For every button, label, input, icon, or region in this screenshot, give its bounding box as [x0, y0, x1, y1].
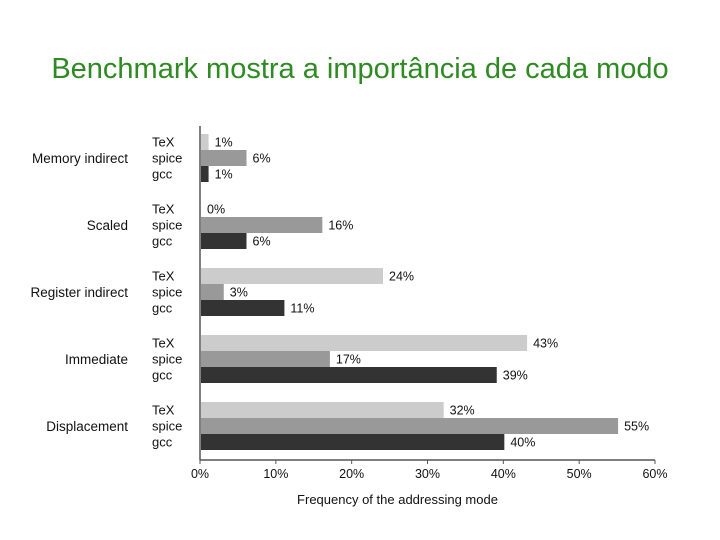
x-tick-label: 0%: [191, 467, 209, 481]
data-label-displacement-gcc: 40%: [510, 436, 535, 450]
series-label-gcc: gcc: [152, 234, 173, 249]
bar-scaled-spice: [201, 217, 323, 233]
series-label-gcc: gcc: [152, 368, 173, 383]
series-label-tex: TeX: [152, 135, 175, 150]
series-label-spice: spice: [152, 151, 182, 166]
data-label-memory-indirect-spice: 6%: [253, 152, 271, 166]
category-label-displacement: Displacement: [46, 419, 128, 434]
data-label-immediate-gcc: 39%: [503, 369, 528, 383]
bar-immediate-tex: [201, 335, 528, 351]
bar-memory-indirect-tex: [201, 134, 209, 150]
x-axis-title: Frequency of the addressing mode: [297, 492, 498, 507]
bar-scaled-gcc: [201, 233, 247, 249]
data-label-immediate-tex: 43%: [533, 337, 558, 351]
series-label-spice: spice: [152, 419, 182, 434]
data-label-scaled-gcc: 6%: [253, 235, 271, 249]
bar-register-indirect-gcc: [201, 300, 285, 316]
x-tick-label: 40%: [491, 467, 516, 481]
x-tick-label: 60%: [642, 467, 667, 481]
series-label-gcc: gcc: [152, 301, 173, 316]
data-label-register-indirect-tex: 24%: [389, 270, 414, 284]
bar-displacement-spice: [201, 418, 619, 434]
series-label-tex: TeX: [152, 336, 175, 351]
series-label-spice: spice: [152, 352, 182, 367]
data-label-scaled-spice: 16%: [328, 219, 353, 233]
category-label-memory-indirect: Memory indirect: [32, 151, 128, 166]
x-tick-label: 30%: [415, 467, 440, 481]
data-label-displacement-tex: 32%: [450, 404, 475, 418]
category-label-register-indirect: Register indirect: [30, 285, 128, 300]
series-label-tex: TeX: [152, 269, 175, 284]
bar-register-indirect-spice: [201, 284, 224, 300]
category-label-scaled: Scaled: [87, 218, 128, 233]
data-label-displacement-spice: 55%: [624, 420, 649, 434]
x-tick-label: 10%: [263, 467, 288, 481]
bar-memory-indirect-gcc: [201, 166, 209, 182]
bar-memory-indirect-spice: [201, 150, 247, 166]
slide-title: Benchmark mostra a importância de cada m…: [51, 53, 669, 86]
bar-displacement-tex: [201, 402, 444, 418]
x-tick-label: 50%: [567, 467, 592, 481]
bar-immediate-spice: [201, 351, 330, 367]
bar-immediate-gcc: [201, 367, 497, 383]
series-label-spice: spice: [152, 218, 182, 233]
data-label-memory-indirect-tex: 1%: [215, 136, 233, 150]
category-label-immediate: Immediate: [65, 352, 128, 367]
data-label-register-indirect-spice: 3%: [230, 286, 248, 300]
bar-displacement-gcc: [201, 434, 505, 450]
series-label-tex: TeX: [152, 202, 175, 217]
series-label-tex: TeX: [152, 403, 175, 418]
bar-register-indirect-tex: [201, 268, 383, 284]
data-label-immediate-spice: 17%: [336, 353, 361, 367]
series-label-spice: spice: [152, 285, 182, 300]
data-label-memory-indirect-gcc: 1%: [215, 168, 233, 182]
data-label-scaled-tex: 0%: [207, 203, 225, 217]
data-label-register-indirect-gcc: 11%: [290, 302, 314, 316]
series-label-gcc: gcc: [152, 435, 173, 450]
series-label-gcc: gcc: [152, 167, 173, 182]
x-tick-label: 20%: [339, 467, 364, 481]
